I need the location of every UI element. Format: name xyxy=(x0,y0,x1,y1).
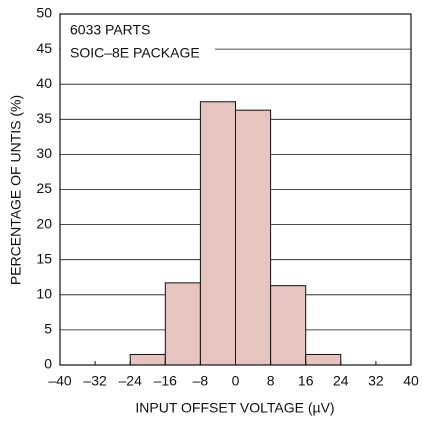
x-tick-label: –40 xyxy=(48,373,72,389)
bar xyxy=(305,353,342,366)
bar xyxy=(199,101,236,366)
x-tick-label: 8 xyxy=(267,373,275,389)
y-tick-label: 35 xyxy=(36,110,52,126)
annotation: SOIC–8E PACKAGE xyxy=(70,45,200,61)
y-tick-label: 30 xyxy=(36,145,52,161)
bar xyxy=(129,353,166,366)
bar xyxy=(164,282,201,366)
y-tick-label: 50 xyxy=(36,5,52,21)
bar xyxy=(235,109,272,366)
y-tick-label: 45 xyxy=(36,40,52,56)
x-tick-label: 0 xyxy=(232,373,240,389)
y-tick-label: 15 xyxy=(36,250,52,266)
bar xyxy=(270,285,307,366)
y-tick-label: 40 xyxy=(36,75,52,91)
x-tick-label: 16 xyxy=(298,373,314,389)
annotation: 6033 PARTS xyxy=(70,22,150,38)
y-tick-label: 20 xyxy=(36,215,52,231)
x-tick-label: –8 xyxy=(193,373,209,389)
y-tick-label: 5 xyxy=(44,321,52,337)
y-axis-title: PERCENTAGE OF UNTIS (%) xyxy=(8,95,24,285)
y-tick-label: 10 xyxy=(36,286,52,302)
x-tick-label: –24 xyxy=(119,373,143,389)
x-tick-label: 32 xyxy=(368,373,384,389)
x-tick-label: 40 xyxy=(403,373,419,389)
x-tick-label: 24 xyxy=(333,373,349,389)
y-tick-label: 25 xyxy=(36,180,52,196)
x-tick-label: –16 xyxy=(154,373,178,389)
annotation-box xyxy=(61,15,215,66)
bars xyxy=(129,101,342,366)
y-tick-label: 0 xyxy=(44,356,52,372)
x-axis-title: INPUT OFFSET VOLTAGE (µV) xyxy=(135,400,334,416)
x-tick-label: –32 xyxy=(83,373,107,389)
